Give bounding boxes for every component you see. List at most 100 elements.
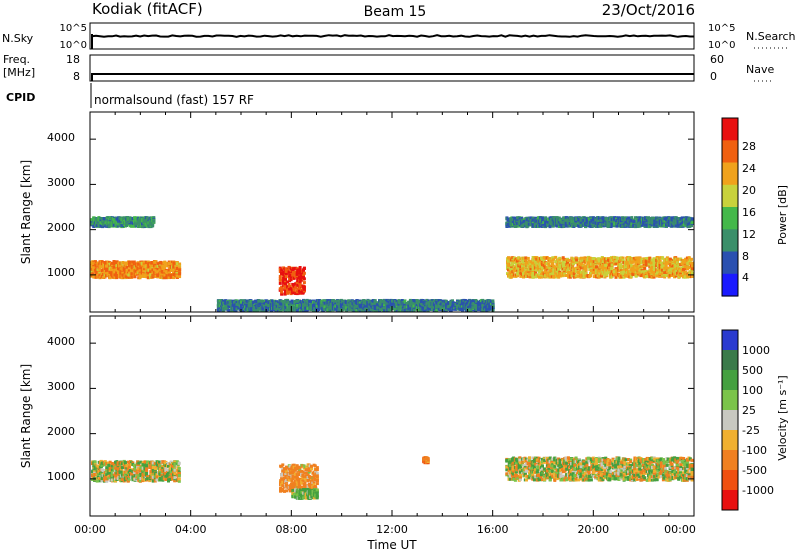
heatmap-cell <box>128 260 131 264</box>
heatmap-cell <box>622 268 626 272</box>
heatmap-cell <box>557 275 561 279</box>
heatmap-cell <box>685 256 689 260</box>
heatmap-cell <box>684 260 688 264</box>
heatmap-cell <box>650 223 654 227</box>
heatmap-cell <box>572 270 576 274</box>
heatmap-cell <box>224 307 228 311</box>
heatmap-cell <box>296 277 300 281</box>
heatmap-cell <box>108 264 111 268</box>
heatmap-cell <box>599 224 603 228</box>
heatmap-cell <box>150 261 154 264</box>
heatmap-cell <box>174 262 178 266</box>
heatmap-cell <box>526 222 530 226</box>
heatmap-cell <box>653 216 657 220</box>
heatmap-cell <box>521 264 525 268</box>
heatmap-cell <box>564 218 568 222</box>
heatmap-cell <box>142 220 146 224</box>
heatmap-cell <box>549 272 553 276</box>
heatmap-cell <box>624 220 628 224</box>
heatmap-cell <box>592 271 596 275</box>
heatmap-cell <box>110 263 114 267</box>
heatmap-cell <box>644 216 648 220</box>
heatmap-cell <box>564 274 568 277</box>
heatmap-cell <box>139 275 143 278</box>
heatmap-cell <box>558 258 562 262</box>
heatmap-cell <box>94 263 98 267</box>
heatmap-cell <box>289 273 293 277</box>
heatmap-cell <box>147 264 151 268</box>
heatmap-cell <box>113 273 117 277</box>
heatmap-cell <box>691 264 694 268</box>
heatmap-cell <box>95 224 99 228</box>
heatmap-cell <box>658 217 662 221</box>
heatmap-cell <box>575 258 579 262</box>
heatmap-cell <box>554 255 558 259</box>
nsearch-tick-bottom: 10^0 <box>708 40 735 51</box>
heatmap-cell <box>614 267 618 271</box>
heatmap-cell <box>541 259 544 263</box>
heatmap-cell <box>624 218 628 221</box>
heatmap-cell <box>558 260 562 264</box>
heatmap-cell <box>592 216 596 220</box>
heatmap-cell <box>280 292 284 296</box>
heatmap-cell <box>227 308 231 312</box>
heatmap-cell <box>684 271 688 274</box>
heatmap-cell <box>163 266 167 269</box>
heatmap-cell <box>284 282 287 286</box>
heatmap-cell <box>680 262 684 266</box>
heatmap-cell <box>294 272 298 276</box>
heatmap-cell <box>648 217 652 221</box>
heatmap-cell <box>549 216 553 220</box>
heatmap-cell <box>690 257 693 261</box>
heatmap-cell <box>295 292 299 296</box>
heatmap-cell <box>691 272 694 276</box>
heatmap-cell <box>94 261 98 265</box>
heatmap-cell <box>592 275 596 279</box>
heatmap-cell <box>679 224 683 228</box>
heatmap-cell <box>559 263 563 267</box>
heatmap-cell <box>529 217 533 221</box>
heatmap-cell <box>143 267 147 271</box>
heatmap-cell <box>143 260 147 264</box>
heatmap-cell <box>154 260 158 264</box>
heatmap-cell <box>538 265 542 269</box>
heatmap-cell <box>108 266 112 270</box>
heatmap-cell <box>590 271 593 275</box>
heatmap-cell <box>507 274 510 278</box>
heatmap-cell <box>615 256 619 260</box>
heatmap-cell <box>557 216 561 220</box>
heatmap-cell <box>667 216 671 220</box>
heatmap-cell <box>552 275 556 279</box>
heatmap-cell <box>592 263 596 267</box>
heatmap-cell <box>154 265 158 269</box>
heatmap-cell <box>615 218 619 222</box>
heatmap-cell <box>671 262 675 266</box>
heatmap-cell <box>567 267 571 271</box>
heatmap-cell <box>113 268 117 272</box>
heatmap-cell <box>529 219 533 222</box>
heatmap-cell <box>584 265 588 269</box>
heatmap-cell <box>665 260 669 264</box>
heatmap-cell <box>561 264 565 268</box>
heatmap-cell <box>128 271 131 275</box>
heatmap-cell <box>544 218 548 222</box>
heatmap-cell <box>625 269 629 272</box>
heatmap-cell <box>561 273 565 277</box>
heatmap-cell <box>115 276 119 280</box>
heatmap-cell <box>664 274 668 277</box>
heatmap-cell <box>634 216 637 220</box>
heatmap-cell <box>576 265 580 269</box>
heatmap-cell <box>545 273 549 277</box>
heatmap-cell <box>294 292 298 295</box>
heatmap-cell <box>595 274 598 278</box>
heatmap-cell <box>175 274 179 278</box>
heatmap-cell <box>577 216 581 220</box>
heatmap-cell <box>665 270 669 274</box>
heatmap-cell <box>286 280 290 284</box>
heatmap-cell <box>131 260 135 264</box>
heatmap-cell <box>552 268 556 272</box>
heatmap-cell <box>640 265 644 269</box>
heatmap-cell <box>525 270 528 274</box>
heatmap-cell <box>567 275 571 279</box>
heatmap-cell <box>632 224 636 227</box>
